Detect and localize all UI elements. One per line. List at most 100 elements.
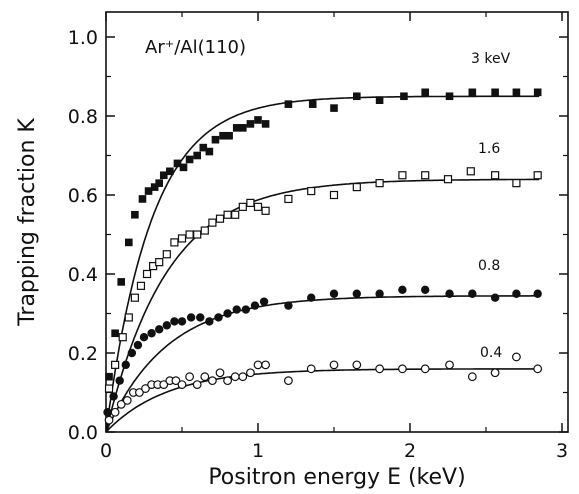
- data-point: [467, 372, 477, 382]
- data-point: [124, 313, 133, 322]
- data-point: [232, 305, 241, 314]
- data-point: [400, 92, 408, 101]
- data-point: [115, 376, 124, 385]
- data-point: [170, 317, 179, 326]
- data-point: [261, 120, 270, 128]
- data-point: [421, 171, 430, 180]
- data-point: [238, 372, 248, 382]
- data-point: [205, 147, 214, 156]
- data-point: [211, 135, 220, 144]
- data-point: [491, 88, 499, 97]
- data-point: [127, 348, 137, 358]
- data-point: [177, 234, 187, 243]
- series-label-0-4: 0.4: [480, 345, 502, 361]
- y-tick-label: 1.0: [68, 27, 98, 49]
- data-point: [512, 352, 521, 362]
- data-point: [420, 364, 430, 374]
- data-point: [261, 206, 270, 215]
- data-point: [329, 360, 339, 370]
- data-point: [468, 289, 477, 298]
- data-point: [142, 269, 152, 279]
- data-point: [135, 388, 144, 397]
- data-point: [329, 190, 339, 200]
- data-point: [162, 321, 171, 330]
- data-point: [491, 171, 500, 180]
- data-point: [103, 408, 112, 417]
- data-point: [109, 392, 118, 401]
- data-point: [512, 88, 521, 97]
- data-point: [196, 313, 205, 322]
- data-point: [166, 167, 174, 176]
- data-point: [253, 202, 263, 211]
- data-point: [223, 309, 232, 318]
- data-point: [110, 407, 120, 417]
- data-point: [138, 195, 147, 203]
- data-point: [261, 360, 271, 370]
- data-point: [421, 88, 429, 97]
- data-point: [215, 368, 225, 378]
- data-point: [353, 92, 361, 101]
- data-point: [375, 96, 384, 104]
- x-axis-title: Positron energy E (keV): [208, 465, 465, 490]
- data-point: [329, 289, 339, 298]
- data-point: [193, 151, 201, 160]
- data-point: [375, 289, 384, 298]
- chart-annotation: Ar⁺/Al(110): [145, 37, 246, 58]
- fit-curve: [106, 178, 540, 430]
- data-point: [468, 88, 477, 97]
- data-point: [284, 194, 293, 204]
- x-tick-label: 1: [252, 440, 264, 462]
- data-point: [490, 368, 500, 378]
- data-point: [192, 380, 202, 390]
- data-point: [200, 372, 210, 382]
- data-point: [308, 100, 317, 108]
- data-point: [159, 171, 168, 180]
- data-point: [253, 360, 263, 370]
- data-point: [193, 230, 202, 239]
- y-axis-title: Trapping fraction K: [15, 118, 40, 327]
- data-point: [199, 143, 208, 152]
- data-point: [214, 313, 223, 322]
- data-point: [246, 120, 255, 128]
- data-point: [155, 325, 164, 334]
- data-point: [231, 210, 240, 219]
- y-tick-label: 0.4: [68, 264, 98, 286]
- data-point: [159, 380, 169, 390]
- data-point: [259, 297, 269, 306]
- data-point: [219, 131, 227, 140]
- data-point: [421, 285, 430, 294]
- data-point: [375, 364, 385, 374]
- data-point: [185, 155, 194, 164]
- y-tick-label: 0.6: [68, 185, 98, 207]
- data-point: [306, 364, 316, 374]
- data-point: [533, 289, 542, 298]
- data-point: [144, 187, 153, 195]
- data-point: [162, 250, 171, 259]
- data-point: [207, 376, 217, 386]
- data-point: [254, 116, 262, 124]
- data-point: [171, 376, 181, 386]
- data-point: [136, 281, 146, 290]
- data-point: [512, 179, 521, 188]
- data-point: [133, 340, 143, 350]
- data-point: [352, 360, 362, 370]
- axis-ticks: 0 1 2 3 0.0 0.2 0.4 0.6 0.8 1.0: [68, 12, 568, 462]
- data-point: [122, 396, 132, 405]
- data-point: [398, 171, 407, 180]
- data-point: [284, 100, 293, 108]
- data-point: [150, 183, 159, 191]
- data-point: [445, 360, 454, 370]
- data-point: [533, 364, 543, 374]
- data-point: [111, 360, 120, 369]
- y-tick-label: 0.2: [68, 343, 98, 365]
- fit-curve: [106, 295, 540, 431]
- data-point: [230, 372, 240, 382]
- data-point: [223, 210, 232, 219]
- data-point: [121, 360, 130, 370]
- x-tick-label: 3: [556, 440, 568, 462]
- data-point: [239, 124, 247, 132]
- data-point: [155, 258, 164, 267]
- fit-curve: [106, 368, 540, 432]
- data-point: [185, 230, 194, 239]
